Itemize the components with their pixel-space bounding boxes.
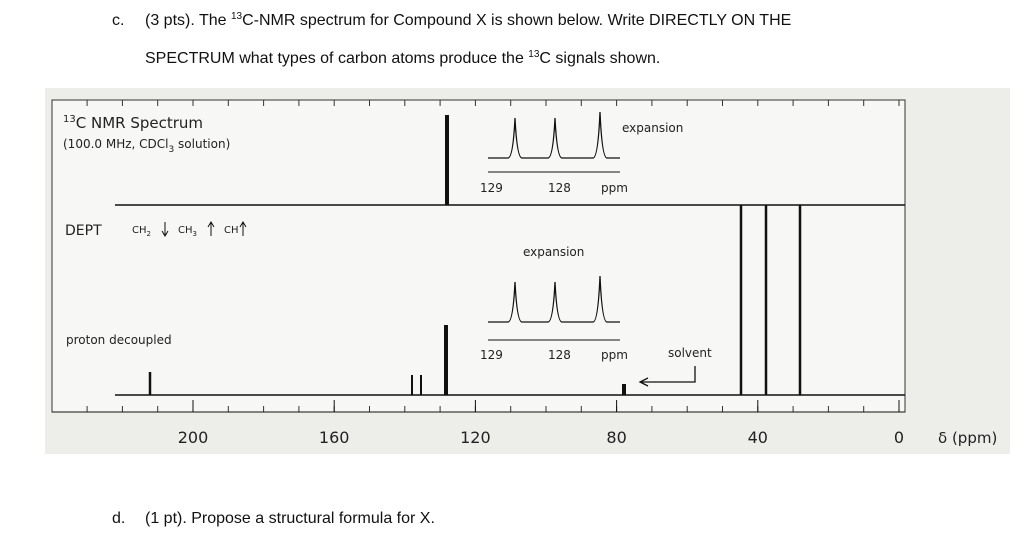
x-tick-label: 160 <box>319 428 350 447</box>
text: C-NMR spectrum for Compound X is shown b… <box>242 12 791 29</box>
question-c-line: SPECTRUM what types of carbon atoms prod… <box>145 49 660 67</box>
x-axis-label: δ (ppm) <box>938 429 997 447</box>
expansion-unit: ppm <box>601 181 628 195</box>
x-tick-label: 0 <box>894 428 904 447</box>
x-tick-label: 80 <box>606 428 626 447</box>
dept-ch3: CH3 <box>178 225 197 238</box>
x-tick-label: 200 <box>178 428 209 447</box>
down-arrow <box>161 222 169 237</box>
text: CH <box>132 225 147 236</box>
expansion-tick: 129 <box>480 181 503 195</box>
superscript: 13 <box>528 49 540 60</box>
spectrum-frame <box>51 99 906 413</box>
x-tick-label: 40 <box>748 428 768 447</box>
expansion-trace <box>488 275 620 323</box>
question-d-text: (1 pt). Propose a structural formula for… <box>145 510 435 527</box>
text: (100.0 MHz, CDCl <box>63 137 169 151</box>
question-c-label: c. <box>112 12 124 29</box>
expansion-tick: 128 <box>548 181 571 195</box>
expansion-unit: ppm <box>601 348 628 362</box>
text: C NMR Spectrum <box>76 114 203 132</box>
x-tick-label: 120 <box>460 428 491 447</box>
spectrum-title: 13C NMR Spectrum <box>63 114 203 132</box>
superscript: 13 <box>231 11 243 22</box>
subscript: 2 <box>147 230 151 238</box>
text: SPECTRUM what types of carbon atoms prod… <box>145 50 528 67</box>
up-arrow <box>207 221 215 236</box>
expansion-tick: 129 <box>480 348 503 362</box>
minor-ticks <box>86 100 900 412</box>
text: C signals shown. <box>539 50 660 67</box>
question-d-label: d. <box>112 510 125 527</box>
superscript: 13 <box>63 114 76 125</box>
expansion-label: expansion <box>523 245 584 259</box>
question-c-line: (3 pts). The 13C-NMR spectrum for Compou… <box>145 11 791 29</box>
text: (3 pts). The <box>145 12 231 29</box>
subscript: 3 <box>169 145 175 155</box>
up-arrow <box>239 221 247 236</box>
subscript: 3 <box>193 230 197 238</box>
expansion-label: expansion <box>622 121 683 135</box>
dept-ch2: CH2 <box>132 225 151 238</box>
solvent-arrow <box>638 366 696 387</box>
expansion-trace <box>488 111 620 159</box>
dept-ch: CH <box>224 225 239 236</box>
text: solution) <box>174 137 230 151</box>
proton-decoupled-label: proton decoupled <box>66 333 172 347</box>
solvent-label: solvent <box>668 346 712 360</box>
dept-label: DEPT <box>65 223 102 239</box>
expansion-tick: 128 <box>548 348 571 362</box>
conditions: (100.0 MHz, CDCl3 solution) <box>63 137 230 155</box>
text: CH <box>178 225 193 236</box>
